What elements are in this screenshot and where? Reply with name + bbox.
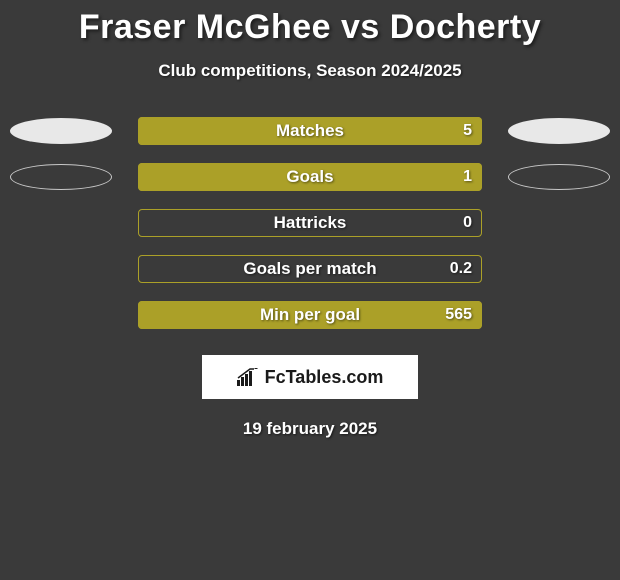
left-ellipse (10, 164, 112, 190)
barchart-icon (237, 368, 259, 386)
stat-label: Goals per match (138, 255, 482, 283)
left-ellipse (10, 118, 112, 144)
stat-row: Hattricks0 (0, 209, 620, 237)
right-ellipse (508, 118, 610, 144)
logo-text: FcTables.com (265, 367, 384, 388)
vs-text: vs (341, 8, 380, 46)
stat-value: 0.2 (450, 255, 472, 283)
stat-value: 0 (463, 209, 472, 237)
comparison-infographic: Fraser McGhee vs Docherty Club competiti… (0, 0, 620, 439)
stat-value: 5 (463, 117, 472, 145)
stat-bar: Hattricks0 (138, 209, 482, 237)
stat-row: Goals per match0.2 (0, 255, 620, 283)
player2-name: Docherty (390, 8, 541, 46)
stat-label: Hattricks (138, 209, 482, 237)
stats-block: Matches5Goals1Hattricks0Goals per match0… (0, 117, 620, 329)
stat-row: Matches5 (0, 117, 620, 145)
player1-name: Fraser McGhee (79, 8, 331, 46)
stat-bar: Goals1 (138, 163, 482, 191)
stat-bar: Min per goal565 (138, 301, 482, 329)
stat-bar: Goals per match0.2 (138, 255, 482, 283)
stat-value: 565 (445, 301, 472, 329)
stat-value: 1 (463, 163, 472, 191)
stat-label: Goals (138, 163, 482, 191)
right-ellipse (508, 164, 610, 190)
stat-bar: Matches5 (138, 117, 482, 145)
stat-row: Min per goal565 (0, 301, 620, 329)
subtitle: Club competitions, Season 2024/2025 (158, 61, 461, 81)
logo-box: FcTables.com (202, 355, 418, 399)
stat-label: Min per goal (138, 301, 482, 329)
page-title: Fraser McGhee vs Docherty (79, 8, 541, 47)
stat-label: Matches (138, 117, 482, 145)
date-text: 19 february 2025 (243, 419, 377, 439)
stat-row: Goals1 (0, 163, 620, 191)
